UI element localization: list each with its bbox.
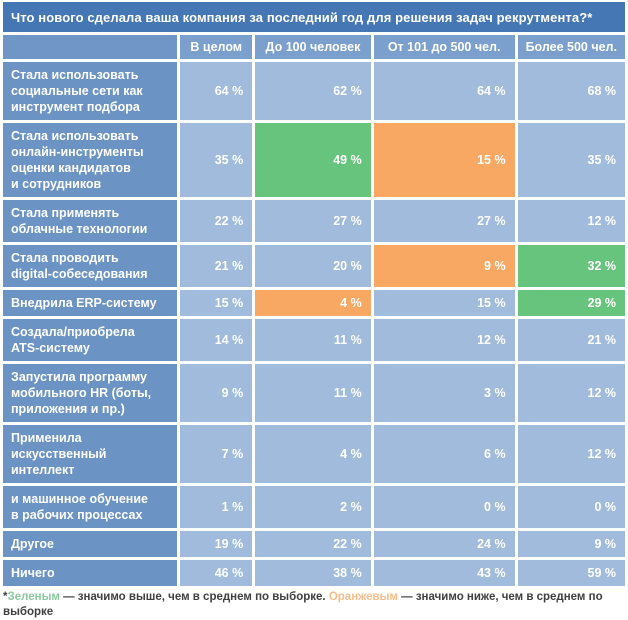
- table-row: и машинное обучение в рабочих процессах 1…: [3, 486, 625, 528]
- row-label: и машинное обучение в рабочих процессах: [3, 486, 178, 528]
- value-cell: 35 %: [517, 123, 625, 197]
- value-cell: 15 %: [373, 123, 515, 197]
- page-title: Что нового сделала ваша компания за посл…: [3, 2, 625, 32]
- corner-cell: [3, 35, 178, 59]
- value-cell: 2 %: [255, 486, 371, 528]
- value-cell: 12 %: [517, 200, 625, 242]
- survey-table: В целом До 100 человек От 101 до 500 чел. Б…: [0, 32, 628, 589]
- value-cell: 22 %: [180, 200, 253, 242]
- column-header: В целом: [180, 35, 253, 59]
- table-row: Стала использовать онлайн-инструменты оц…: [3, 123, 625, 197]
- value-cell: 21 %: [180, 245, 253, 287]
- value-cell: 11 %: [255, 364, 371, 422]
- value-cell: 68 %: [517, 62, 625, 120]
- value-cell: 32 %: [517, 245, 625, 287]
- footnote-marker: *: [3, 591, 8, 603]
- row-label: Ничего: [3, 560, 178, 586]
- value-cell: 46 %: [180, 560, 253, 586]
- value-cell: 15 %: [373, 290, 515, 316]
- column-header: Более 500 чел.: [517, 35, 625, 59]
- value-cell: 38 %: [255, 560, 371, 586]
- row-label: Другое: [3, 531, 178, 557]
- value-cell: 59 %: [517, 560, 625, 586]
- value-cell: 20 %: [255, 245, 371, 287]
- value-cell: 9 %: [180, 364, 253, 422]
- row-label: Стала применять облачные технологии: [3, 200, 178, 242]
- row-label: Создала/приобрела ATS-систему: [3, 319, 178, 361]
- table-row: Стала применять облачные технологии 22 % 2…: [3, 200, 625, 242]
- table-row: Внедрила ERP-систему 15 % 4 % 15 % 29 %: [3, 290, 625, 316]
- row-label: Внедрила ERP-систему: [3, 290, 178, 316]
- value-cell: 14 %: [180, 319, 253, 361]
- column-header: До 100 человек: [255, 35, 371, 59]
- row-label: Запустила программу мобильного HR (боты,…: [3, 364, 178, 422]
- value-cell: 35 %: [180, 123, 253, 197]
- row-label: Стала проводить digital-собеседования: [3, 245, 178, 287]
- column-header: От 101 до 500 чел.: [373, 35, 515, 59]
- value-cell: 27 %: [255, 200, 371, 242]
- table-row: Стала проводить digital-собеседования 21 …: [3, 245, 625, 287]
- table-row: Стала использовать социальные сети как и…: [3, 62, 625, 120]
- value-cell: 21 %: [517, 319, 625, 361]
- footnote-orange-term: Оранжевым: [328, 591, 398, 603]
- table-row: Запустила программу мобильного HR (боты,…: [3, 364, 625, 422]
- value-cell: 0 %: [517, 486, 625, 528]
- row-label: Стала использовать онлайн-инструменты оц…: [3, 123, 178, 197]
- value-cell: 0 %: [373, 486, 515, 528]
- value-cell: 1 %: [180, 486, 253, 528]
- value-cell: 24 %: [373, 531, 515, 557]
- value-cell: 4 %: [255, 290, 371, 316]
- value-cell: 64 %: [373, 62, 515, 120]
- value-cell: 15 %: [180, 290, 253, 316]
- value-cell: 9 %: [517, 531, 625, 557]
- value-cell: 12 %: [517, 364, 625, 422]
- value-cell: 11 %: [255, 319, 371, 361]
- value-cell: 12 %: [517, 425, 625, 483]
- value-cell: 3 %: [373, 364, 515, 422]
- footnote-green-description: — значимо выше, чем в среднем по выборке…: [59, 591, 329, 603]
- table-row: Создала/приобрела ATS-систему 14 % 11 % 12 …: [3, 319, 625, 361]
- footnote-green-term: Зеленым: [7, 591, 60, 603]
- table-row: Применила искусственный интеллект 7 % 4 % 6…: [3, 425, 625, 483]
- row-label: Применила искусственный интеллект: [3, 425, 178, 483]
- table-row: Ничего 46 % 38 % 43 % 59 %: [3, 560, 625, 586]
- value-cell: 49 %: [255, 123, 371, 197]
- value-cell: 27 %: [373, 200, 515, 242]
- value-cell: 29 %: [517, 290, 625, 316]
- value-cell: 62 %: [255, 62, 371, 120]
- footnote: *Зеленым — значимо выше, чем в среднем п…: [3, 590, 625, 620]
- value-cell: 6 %: [373, 425, 515, 483]
- table-row: Другое 19 % 22 % 24 % 9 %: [3, 531, 625, 557]
- value-cell: 64 %: [180, 62, 253, 120]
- value-cell: 7 %: [180, 425, 253, 483]
- value-cell: 19 %: [180, 531, 253, 557]
- value-cell: 9 %: [373, 245, 515, 287]
- row-label: Стала использовать социальные сети как и…: [3, 62, 178, 120]
- value-cell: 4 %: [255, 425, 371, 483]
- value-cell: 22 %: [255, 531, 371, 557]
- header-row: В целом До 100 человек От 101 до 500 чел. Б…: [3, 35, 625, 59]
- value-cell: 43 %: [373, 560, 515, 586]
- value-cell: 12 %: [373, 319, 515, 361]
